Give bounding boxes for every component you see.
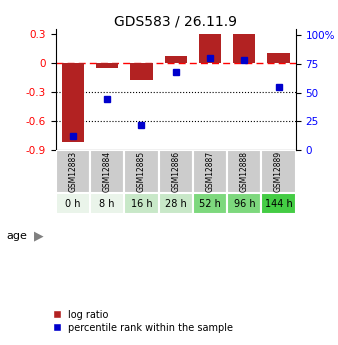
Bar [227, 150, 262, 194]
Bar [165, 56, 187, 63]
Text: 96 h: 96 h [234, 199, 255, 209]
Title: GDS583 / 26.11.9: GDS583 / 26.11.9 [114, 14, 237, 28]
Text: age: age [7, 231, 28, 241]
Bar [124, 150, 159, 194]
Text: ▶: ▶ [34, 230, 43, 243]
Bar [159, 150, 193, 194]
Bar [124, 194, 159, 214]
Text: 28 h: 28 h [165, 199, 187, 209]
Text: GSM12885: GSM12885 [137, 151, 146, 192]
Bar [90, 150, 124, 194]
Bar [56, 150, 90, 194]
Bar [227, 194, 262, 214]
Bar [90, 194, 124, 214]
Bar [56, 194, 90, 214]
Text: GSM12886: GSM12886 [171, 151, 180, 192]
Bar [262, 194, 296, 214]
Bar [130, 63, 153, 80]
Bar [262, 150, 296, 194]
Text: 52 h: 52 h [199, 199, 221, 209]
Bar [267, 53, 290, 63]
Text: 144 h: 144 h [265, 199, 292, 209]
Text: GSM12889: GSM12889 [274, 151, 283, 192]
Bar [96, 63, 118, 68]
Text: 16 h: 16 h [131, 199, 152, 209]
Bar [62, 63, 84, 142]
Bar [233, 34, 256, 63]
Text: GSM12884: GSM12884 [103, 151, 112, 192]
Text: GSM12883: GSM12883 [68, 151, 77, 192]
Bar [199, 34, 221, 63]
Legend: log ratio, percentile rank within the sample: log ratio, percentile rank within the sa… [49, 306, 237, 337]
Text: GSM12888: GSM12888 [240, 151, 249, 192]
Text: 0 h: 0 h [65, 199, 81, 209]
Text: 8 h: 8 h [99, 199, 115, 209]
Text: GSM12887: GSM12887 [206, 151, 215, 192]
Bar [159, 194, 193, 214]
Bar [193, 194, 227, 214]
Bar [193, 150, 227, 194]
